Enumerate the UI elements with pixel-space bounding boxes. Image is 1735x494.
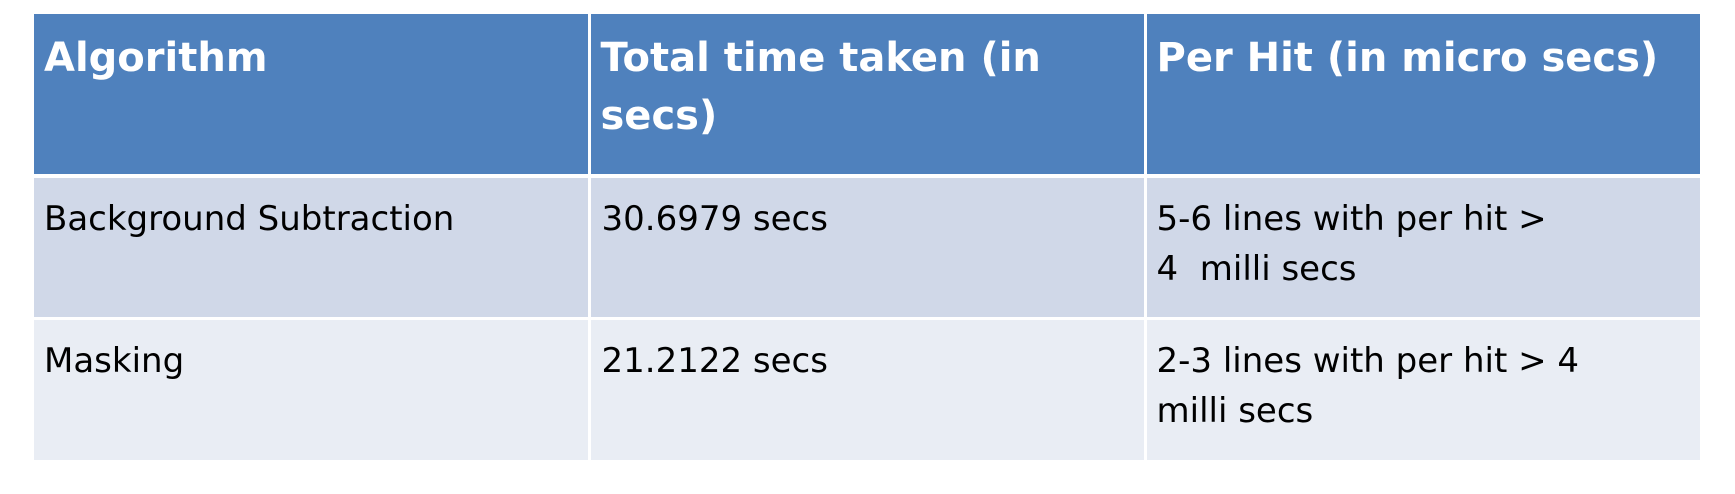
cell-algorithm: Background Subtraction — [34, 176, 591, 320]
cell-per-hit-line: milli secs — [1156, 390, 1314, 431]
cell-per-hit-line: 2-3 lines with per hit > 4 — [1156, 340, 1580, 381]
header-per-hit: Per Hit (in micro secs) — [1145, 14, 1700, 178]
cell-total-time: 30.6979 secs — [589, 176, 1147, 320]
header-algorithm: Algorithm — [34, 14, 591, 178]
table-row: Background Subtraction 30.6979 secs 5-6 … — [34, 176, 1700, 320]
results-table-container: Algorithm Total time taken (in secs) Per… — [34, 14, 1700, 460]
table-row: Masking 21.2122 secs 2-3 lines with per … — [34, 318, 1700, 460]
results-table: Algorithm Total time taken (in secs) Per… — [34, 14, 1700, 460]
cell-per-hit-line: 4 milli secs — [1156, 249, 1357, 289]
cell-per-hit: 5-6 lines with per hit > 4 milli secs — [1145, 176, 1700, 320]
header-total-time: Total time taken (in secs) — [589, 14, 1147, 178]
cell-total-time: 21.2122 secs — [589, 318, 1147, 460]
table-header-row: Algorithm Total time taken (in secs) Per… — [34, 14, 1700, 178]
cell-per-hit: 2-3 lines with per hit > 4 milli secs — [1145, 318, 1700, 460]
cell-algorithm: Masking — [34, 318, 591, 460]
cell-per-hit-line: 5-6 lines with per hit > — [1156, 199, 1547, 239]
